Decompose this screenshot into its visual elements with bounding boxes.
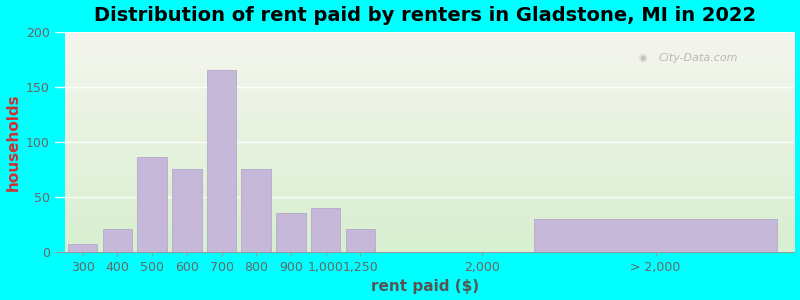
Title: Distribution of rent paid by renters in Gladstone, MI in 2022: Distribution of rent paid by renters in … (94, 6, 756, 25)
Bar (102, 229, 132, 252)
Bar (311, 208, 341, 252)
Bar (68, 244, 98, 252)
Bar (172, 169, 202, 252)
Y-axis label: households: households (6, 93, 21, 190)
Bar (346, 229, 375, 252)
Bar (138, 157, 167, 252)
Bar (206, 70, 236, 252)
Text: City-Data.com: City-Data.com (658, 53, 738, 63)
X-axis label: rent paid ($): rent paid ($) (370, 279, 478, 294)
Bar (242, 169, 271, 252)
Bar (276, 213, 306, 252)
Text: ◉: ◉ (638, 53, 647, 63)
Bar (534, 219, 777, 252)
